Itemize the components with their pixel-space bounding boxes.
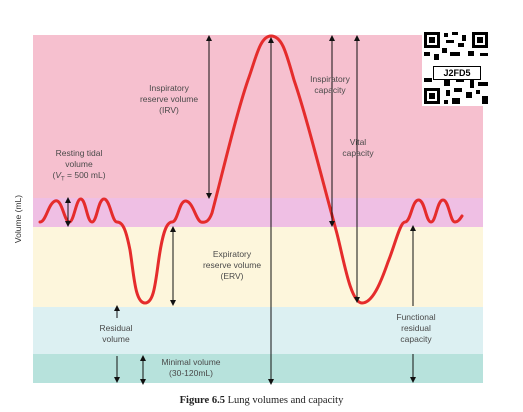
erv-band: [33, 227, 483, 307]
resting-tidal-line-3: (VT = 500 mL): [52, 170, 106, 183]
figure-caption: Figure 6.5 Lung volumes and capacity: [0, 395, 523, 406]
measurement-arrows: [65, 35, 416, 385]
erv-label: Expiratory reserve volume (ERV): [190, 249, 274, 282]
vital-capacity-line-2: capacity: [342, 148, 374, 158]
irv-label: Inspiratory reserve volume (IRV): [128, 83, 210, 116]
vt-subscript: T: [60, 176, 65, 183]
vt-value: = 500 mL): [64, 170, 106, 180]
residual-line-2: volume: [102, 334, 130, 344]
residual-line-1: Residual: [99, 323, 133, 333]
irv-label-line-3: (IRV): [159, 105, 179, 115]
residual-band: [33, 307, 483, 354]
minimal-line-1: Minimal volume: [161, 357, 221, 367]
vital-capacity-line-1: Vital: [349, 137, 367, 147]
inspiratory-capacity-line-1: Inspiratory: [310, 74, 350, 84]
frc-line-1: Functional: [396, 312, 436, 322]
figure-number: Figure 6.5: [179, 395, 225, 406]
inspiratory-capacity-line-2: capacity: [314, 85, 346, 95]
irv-band: [33, 35, 483, 198]
frc-line-3: capacity: [400, 334, 432, 344]
irv-label-line-2: reserve volume: [139, 94, 199, 104]
erv-label-line-1: Expiratory: [212, 249, 252, 259]
residual-volume-label: Residual volume: [88, 323, 144, 345]
resting-tidal-line-2: volume: [65, 159, 93, 169]
vt-symbol: V: [55, 170, 61, 180]
erv-label-line-3: (ERV): [220, 271, 244, 281]
frc-label: Functional residual capacity: [386, 312, 446, 345]
minimal-volume-label: Minimal volume (30-120mL): [150, 357, 232, 379]
irv-label-line-1: Inspiratory: [149, 83, 189, 93]
inspiratory-capacity-label: Inspiratory capacity: [296, 74, 364, 96]
resting-tidal-label: Resting tidal volume (VT = 500 mL): [42, 148, 116, 186]
y-axis-label: Volume (mL): [13, 194, 23, 244]
breathing-curve: [38, 34, 464, 305]
qr-code-text: J2FD5: [433, 66, 481, 80]
vital-capacity-label: Vital capacity: [334, 137, 382, 159]
minimal-band: [33, 354, 483, 383]
figure-caption-text: Lung volumes and capacity: [224, 395, 344, 406]
frc-line-2: residual: [401, 323, 431, 333]
minimal-line-2: (30-120mL): [169, 368, 213, 378]
erv-label-line-2: reserve volume: [202, 260, 262, 270]
resting-tidal-line-1: Resting tidal: [55, 148, 103, 158]
